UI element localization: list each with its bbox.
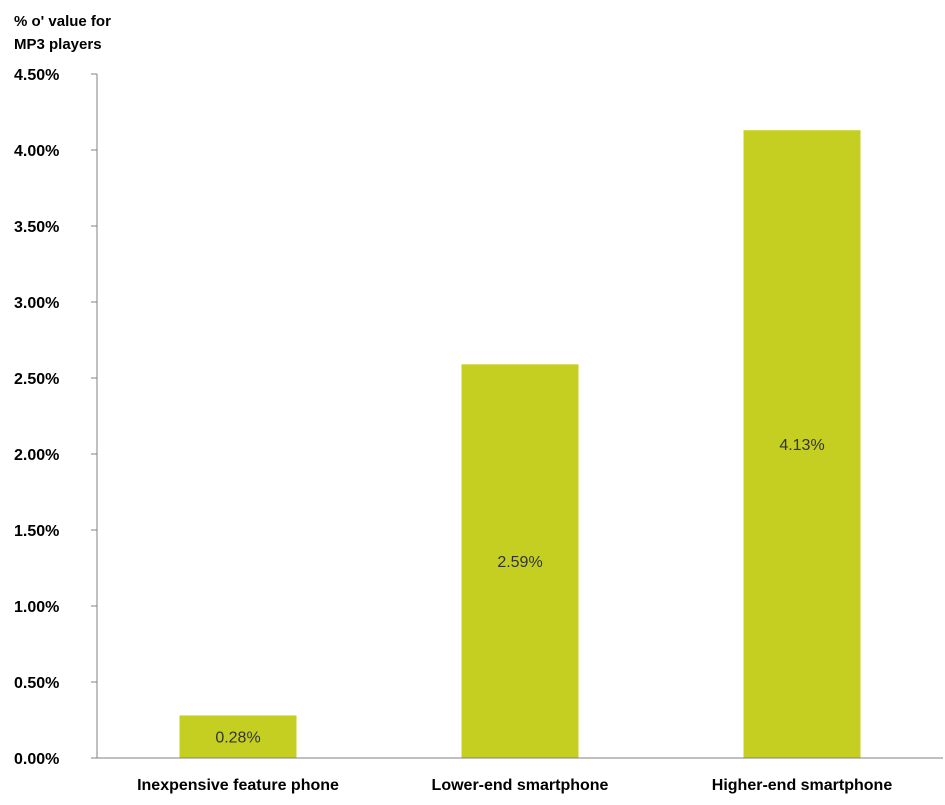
y-tick-label: 3.00% [14,295,59,312]
x-category-label: Lower-end smartphone [432,777,609,794]
y-tick-label: 2.00% [14,447,59,464]
x-category-label: Higher-end smartphone [712,777,893,794]
y-tick-label: 1.00% [14,599,59,616]
bar [743,130,861,759]
x-category-label: Inexpensive feature phone [137,777,339,794]
y-tick-label: 3.50% [14,219,59,236]
y-tick-label: 4.00% [14,143,59,160]
y-axis-title-line-1: % o' value for [14,13,111,30]
bars: 0.28% 2.59% 4.13% [179,130,861,759]
y-tick-label: 0.50% [14,675,59,692]
y-tick-label: 1.50% [14,523,59,540]
y-tick-label: 4.50% [14,67,59,84]
y-axis-ticks: 0.00% 0.50% 1.00% 1.50% 2.00% 2.50% 3.00% 3.50%… [14,67,97,768]
y-tick-label: 2.50% [14,371,59,388]
bar-value-label: 4.13% [779,437,824,454]
bar-value-label: 0.28% [215,730,260,747]
bar-value-label: 2.59% [497,554,542,571]
y-tick-label: 0.00% [14,751,59,768]
category-labels: Inexpensive feature phone Lower-end smart… [137,777,892,794]
bar [461,364,579,758]
axes [96,74,943,759]
bar [179,715,297,758]
y-axis-title-line-2: MP3 players [14,36,102,53]
